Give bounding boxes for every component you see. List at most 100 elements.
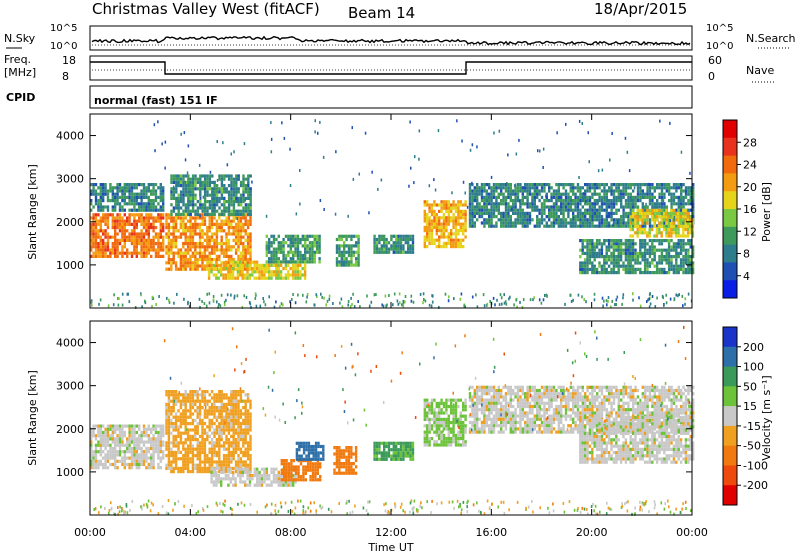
velocity-cell [145, 446, 148, 451]
power-cell [211, 203, 214, 207]
power-cell [490, 186, 493, 190]
power-cell [268, 244, 271, 248]
power-cell [218, 229, 221, 233]
power-noise-cell [529, 298, 532, 302]
power-cell [187, 193, 190, 197]
velocity-cell [142, 456, 146, 460]
power-cell [352, 250, 355, 254]
power-cell [114, 219, 117, 223]
power-cell [239, 216, 243, 220]
power-noise-cell [223, 303, 226, 307]
velocity-cell [152, 434, 155, 438]
power-cell [231, 276, 235, 280]
power-cell [152, 186, 155, 190]
power-cell [287, 234, 290, 238]
power-cell [304, 234, 307, 238]
power-cell [335, 237, 339, 242]
power-cell [674, 234, 678, 238]
power-cell [612, 211, 616, 215]
power-cell [208, 187, 212, 191]
power-cell [674, 231, 678, 235]
velocity-cell [145, 430, 148, 435]
power-cell [624, 183, 628, 187]
power-cell [90, 192, 93, 196]
power-cell [426, 238, 429, 242]
velocity-cell [170, 390, 173, 394]
power-cell [663, 183, 666, 187]
velocity-cell [203, 390, 207, 394]
velocity-cell [121, 459, 124, 463]
velocity-cell [206, 470, 209, 474]
power-cell [658, 215, 661, 219]
power-cell [586, 202, 589, 206]
power-region-7 [373, 234, 415, 254]
power-cell [564, 205, 568, 209]
velocity-cell [206, 438, 209, 442]
power-cell [208, 242, 211, 246]
velocity-cell [109, 453, 112, 457]
power-cell [428, 206, 431, 210]
velocity-cell [172, 406, 175, 410]
power-cell [223, 209, 226, 213]
power-cell [665, 271, 668, 275]
power-cell [624, 202, 628, 206]
power-cell [383, 237, 386, 242]
power-noise-cell [489, 299, 491, 303]
power-cell [162, 216, 165, 220]
velocity-cell [90, 450, 93, 454]
power-cell [147, 229, 150, 233]
velocity-cell [186, 393, 190, 397]
power-cell [111, 195, 114, 199]
power-cell [433, 219, 436, 223]
power-cell [211, 174, 214, 178]
power-cell [653, 224, 656, 228]
power-noise-cell [564, 302, 566, 306]
power-cell [497, 218, 500, 222]
power-cell [423, 238, 426, 242]
velocity-cell [165, 431, 168, 435]
power-cell [679, 242, 683, 246]
power-noise-cell [370, 300, 373, 304]
velocity-cell [201, 422, 204, 426]
power-cell [196, 226, 199, 230]
power-noise-cell [423, 298, 425, 301]
power-cell [157, 248, 160, 252]
velocity-cell [213, 441, 216, 445]
power-cell [519, 189, 522, 193]
power-cell [121, 238, 124, 242]
power-cell [581, 211, 584, 215]
power-cell [579, 199, 582, 203]
power-cell [244, 245, 247, 249]
velocity-cell [111, 434, 114, 438]
power-cell [612, 199, 616, 203]
power-cell [459, 245, 462, 249]
power-cell [203, 177, 207, 181]
power-cell [483, 183, 486, 187]
power-cell [162, 235, 165, 239]
power-cell [104, 186, 107, 190]
power-cell [133, 251, 136, 255]
power-cell [689, 221, 692, 225]
power-cell [157, 186, 160, 190]
power-cell [634, 199, 637, 203]
power-cell [495, 221, 498, 225]
power-cell [560, 199, 563, 203]
power-cell [170, 251, 173, 255]
power-cell [643, 218, 647, 222]
power-cell [610, 189, 613, 193]
power-cell [126, 222, 129, 226]
power-cell [145, 219, 148, 223]
velocity-cell [133, 424, 136, 428]
velocity-cell [182, 441, 185, 445]
power-cell [210, 238, 214, 242]
power-cell [247, 190, 250, 194]
power-cell [450, 206, 453, 210]
power-cell [199, 174, 202, 178]
velocity-cell [174, 454, 178, 458]
power-cell [201, 232, 204, 236]
power-cell [622, 218, 625, 222]
power-cell [213, 190, 216, 194]
power-cell [617, 267, 620, 271]
power-cell [670, 212, 673, 216]
velocity-cell [167, 393, 171, 397]
